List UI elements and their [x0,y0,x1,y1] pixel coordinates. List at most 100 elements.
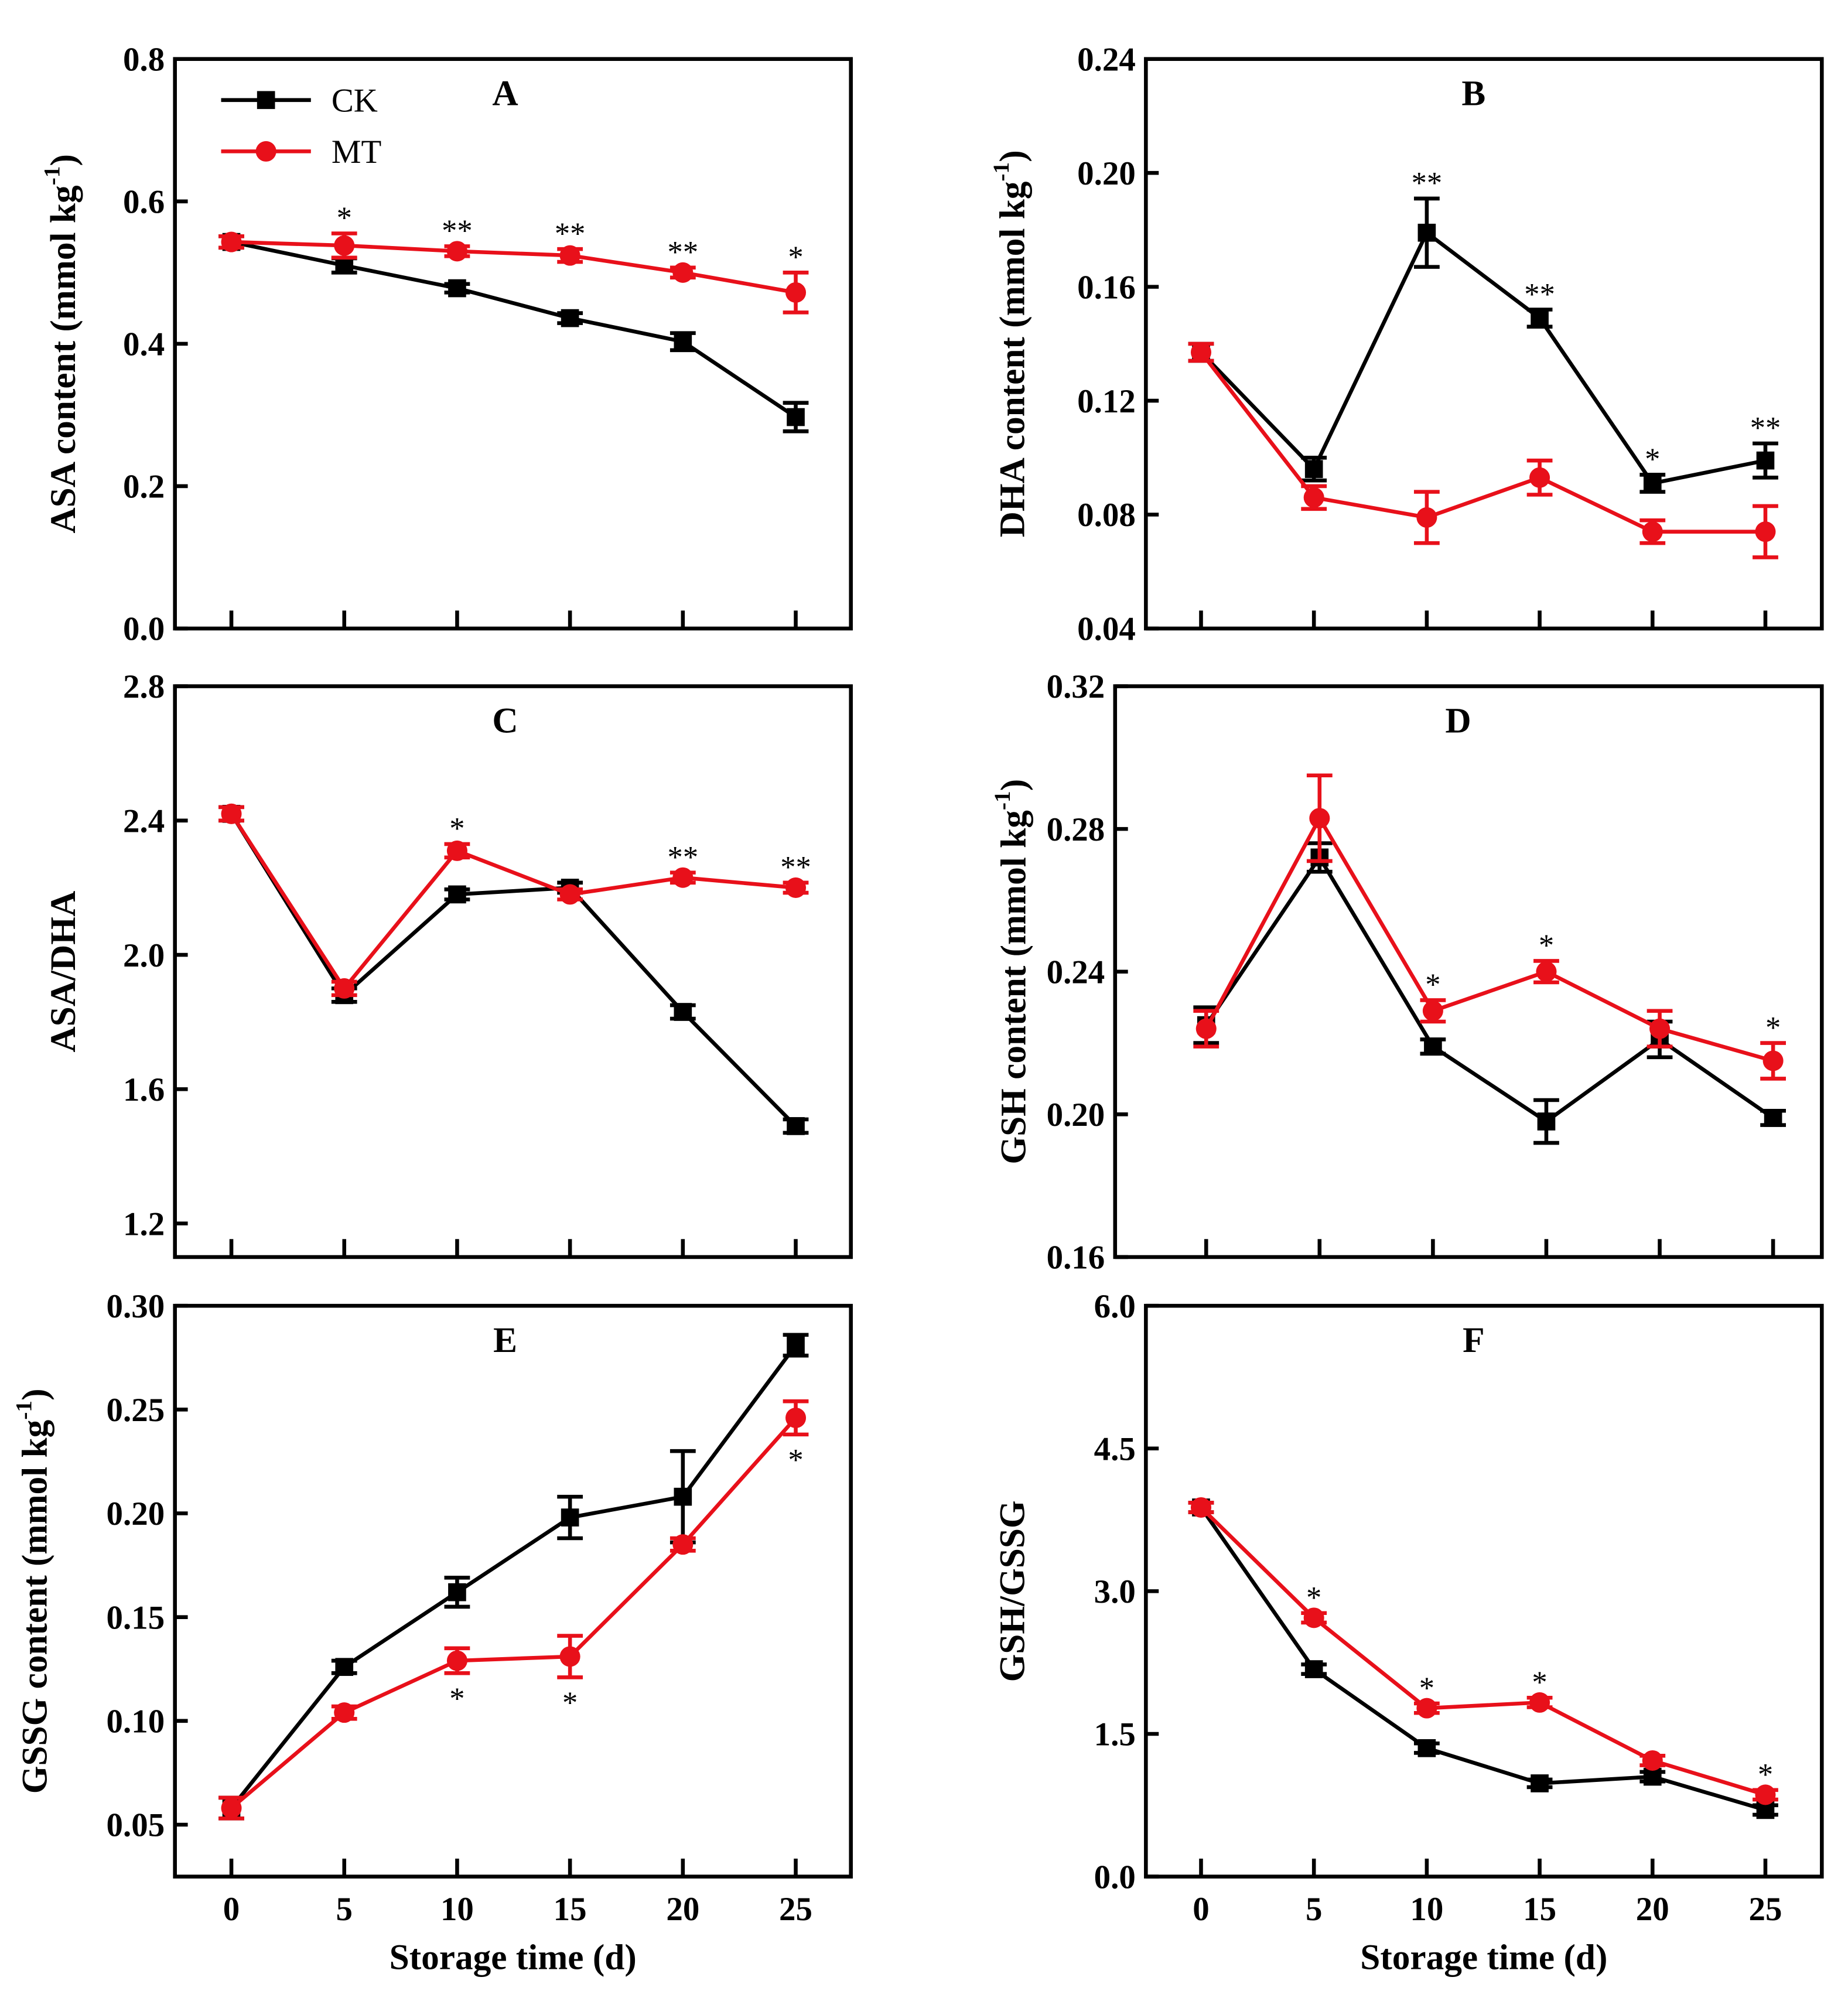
y-axis-label-text: ASA/DHA [43,891,83,1053]
significance-mark: ** [1524,278,1555,312]
significance-mark: * [562,1686,578,1720]
y-axis-label: DHA content (mmol kg-1) [988,150,1032,537]
data-point-mt [1416,1698,1437,1719]
significance-mark: ** [668,235,699,269]
significance-mark: * [1532,1666,1547,1700]
y-tick-label: 0.16 [1077,269,1136,306]
data-point-mt [446,241,467,262]
panel-title: D [1445,701,1471,740]
data-point-ck [1531,309,1549,327]
data-point-mt [221,1798,242,1819]
y-axis-label-text: DHA content (mmol kg [992,181,1032,537]
series-line-ck [1204,853,1774,1124]
legend-marker-mt [255,141,276,162]
y-tick-label: 0.10 [107,1703,165,1740]
x-tick-label: 5 [1306,1891,1322,1928]
data-point-mt [1422,1000,1443,1022]
significance-mark: * [1645,443,1660,477]
data-point-mt [1309,808,1330,829]
y-tick-label: 3.0 [1094,1573,1136,1610]
x-tick-label: 5 [336,1891,353,1928]
data-point-ck [335,1658,354,1676]
data-point-mt [672,1534,694,1555]
y-tick-label: 0.28 [1047,811,1105,848]
legend-label: MT [332,134,381,170]
data-point-mt [1529,1692,1550,1713]
series-line-mt [230,1416,797,1810]
x-tick-label: 0 [1193,1891,1209,1928]
panel-title: E [493,1320,517,1360]
data-point-mt [559,245,580,266]
y-tick-label: 0.30 [107,1288,165,1325]
legend-marker-ck [257,91,275,110]
data-point-ck [1537,1112,1556,1131]
y-tick-label: 0.05 [107,1807,165,1844]
data-point-mt [1649,1018,1671,1039]
plot-frame [1113,684,1824,1259]
plot-frame [173,57,853,631]
panel-f: 0.0 1.5 3.0 4.5 6.0 0 5 10 15 20 25 F GSH/GSSG Storag… [992,1288,1824,1977]
x-tick-label: 25 [1749,1891,1782,1928]
panel-title: C [492,701,518,740]
y-axis-label-text: GSH content (mmol kg [993,810,1033,1165]
y-tick-label: 0.32 [1047,668,1105,705]
significance-mark: * [1539,929,1554,963]
x-tick-label: 15 [1523,1891,1556,1928]
series-line-ck [230,1344,798,1809]
data-point-mt [1303,487,1324,508]
y-tick-label: 0.0 [1094,1859,1136,1896]
y-tick-label: 1.6 [123,1071,165,1108]
significance-mark: ** [1412,166,1443,200]
y-axis-label: ASA/DHA [43,891,83,1053]
data-point-ck [787,408,805,426]
y-axis-label-text: GSH/GSSG [992,1500,1032,1682]
data-point-mt [785,877,807,898]
series-line-mt [1200,1506,1766,1797]
data-point-mt [1755,521,1776,542]
significance-mark: * [788,1443,803,1477]
data-point-mt [1642,521,1663,542]
data-point-ck [1531,1774,1549,1792]
data-point-ck [561,309,579,327]
data-point-ck [787,1117,805,1135]
significance-mark: ** [442,214,473,248]
significance-mark: * [1758,1758,1773,1792]
data-point-ck [1304,460,1323,479]
data-point-ck [1417,223,1436,242]
y-tick-label: 0.08 [1077,497,1136,534]
y-tick-label: 0.04 [1077,611,1136,648]
data-point-ck [674,332,692,351]
data-point-ck [787,1336,805,1354]
data-point-mt [672,867,694,888]
y-axis-label-sup: -1 [11,1401,36,1420]
y-axis-label-text: GSSG content (mmol kg [15,1419,55,1794]
y-axis-label-sup: -1 [989,791,1015,810]
y-axis-label-sup: -1 [988,162,1014,182]
data-point-ck [1304,1660,1323,1678]
x-tick-label: 15 [554,1891,587,1928]
x-tick-label: 10 [440,1891,474,1928]
data-point-mt [334,1702,355,1723]
significance-mark: * [1419,1671,1434,1705]
significance-mark: ** [1750,411,1781,445]
data-point-mt [334,235,355,256]
data-point-mt [672,262,694,283]
y-tick-label: 0.6 [123,183,165,220]
series-line-ck [231,240,797,419]
data-point-mt [334,978,355,999]
y-axis-label: GSH content (mmol kg-1) [989,779,1033,1165]
significance-mark: * [788,241,803,275]
significance-mark: * [1765,1011,1781,1045]
x-axis-label: Storage time (d) [390,1937,637,1977]
y-axis-label-close: ) [992,150,1032,162]
y-axis-label-text: ASA content (mmol kg [43,185,83,534]
significance-mark: ** [780,851,811,885]
y-tick-label: 0.0 [123,611,165,648]
y-axis-label-close: ) [43,154,83,166]
x-tick-label: 0 [223,1891,240,1928]
data-point-mt [1190,1497,1212,1518]
data-point-ck [674,1003,692,1021]
legend-label: CK [332,83,378,119]
panel-e: 0.05 0.10 0.15 0.20 0.25 0.30 0 5 10 15 20 25 E GSSG … [11,1288,853,1977]
